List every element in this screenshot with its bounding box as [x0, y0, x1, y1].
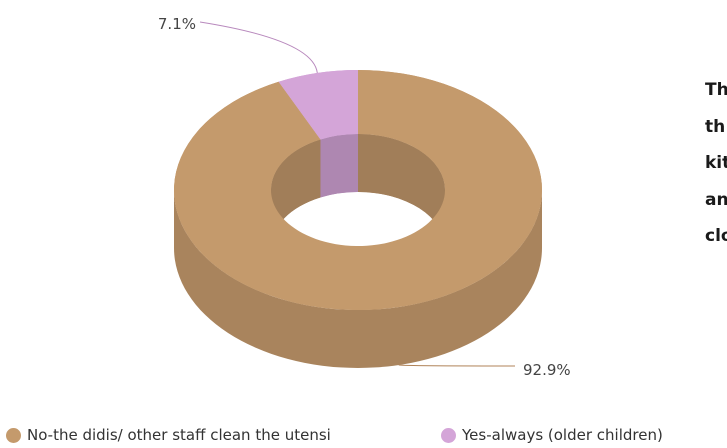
side-text-line-5: clo — [705, 226, 727, 246]
legend: No-the didis/ other staff clean the uten… — [6, 424, 663, 446]
donut-slice-top-yes-always[interactable] — [278, 70, 358, 140]
legend-swatch-yes-always — [441, 427, 456, 443]
side-text-line-1: Th — [705, 80, 727, 100]
legend-label-no-didis: No-the didis/ other staff clean the uten… — [27, 426, 331, 444]
side-wall-no-didis — [174, 190, 542, 368]
side-text-line-3: kit — [705, 153, 727, 173]
side-text-line-4: an — [705, 189, 727, 210]
hole-wall-front-no-didis-1 — [271, 139, 321, 248]
hole-wall-front-no-didis-0 — [358, 134, 445, 248]
data-label-yes-always: 7.1% — [158, 15, 196, 33]
hole-wall-front-yes-always-1 — [320, 134, 358, 198]
legend-swatch-no-didis — [6, 427, 21, 443]
leader-lines — [199, 21, 516, 367]
legend-item-yes-always[interactable]: Yes-always (older children) — [441, 426, 663, 444]
leader-line-yes-always — [199, 21, 318, 74]
donut-depth — [174, 190, 542, 368]
donut-slice-top-no-didis[interactable] — [173, 70, 542, 311]
data-label-no-didis: 92.9% — [523, 361, 571, 379]
data-labels: 92.9% 7.1% — [158, 15, 571, 379]
side-text-line-2: th — [705, 116, 726, 137]
leader-line-no-didis — [398, 364, 516, 367]
legend-label-yes-always: Yes-always (older children) — [462, 426, 663, 444]
donut-top — [173, 70, 542, 311]
side-text: Th th kit an clo — [705, 72, 727, 255]
legend-item-no-didis[interactable]: No-the didis/ other staff clean the uten… — [6, 426, 441, 444]
